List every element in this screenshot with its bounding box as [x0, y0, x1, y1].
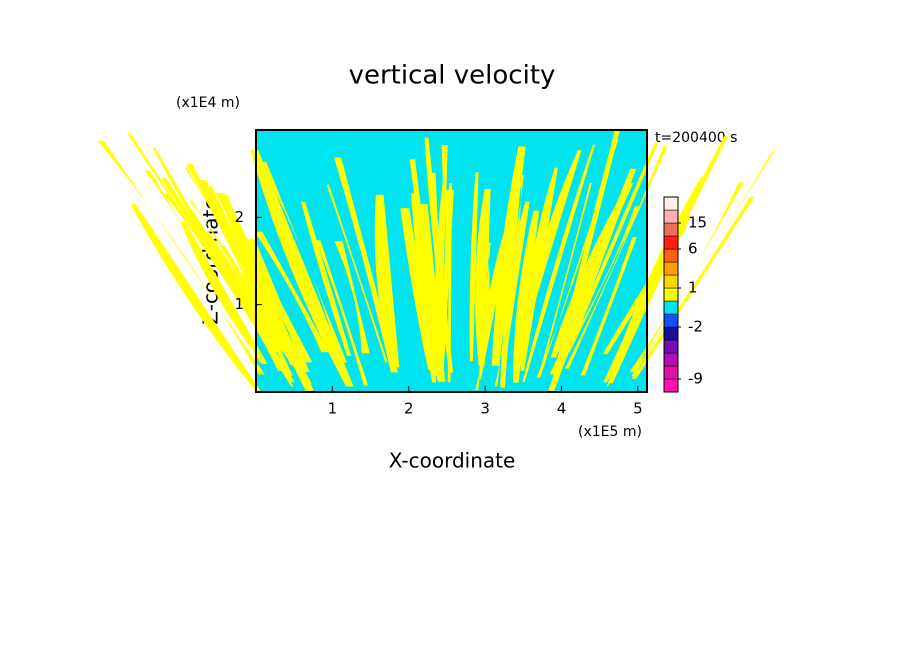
field-stripe	[259, 162, 347, 363]
y-tick-label: 1	[234, 295, 244, 313]
colorbar-band	[663, 248, 679, 263]
colorbar-band	[663, 313, 679, 328]
colorbar-band	[663, 378, 679, 393]
field-stripe	[400, 208, 437, 370]
field-stripe	[629, 182, 744, 373]
field-stripe	[564, 145, 668, 369]
field-stripe	[539, 183, 592, 373]
field-stripe	[563, 206, 641, 353]
x-label: X-coordinate	[389, 449, 516, 473]
field-stripe	[580, 237, 637, 376]
field-stripe	[326, 184, 388, 363]
x-tick-label: 5	[633, 400, 643, 418]
field-stripe	[561, 142, 659, 363]
colorbar-band	[663, 196, 679, 211]
colorbar-band	[663, 300, 679, 315]
colorbar-band	[663, 209, 679, 224]
field-stripe	[301, 201, 352, 356]
field-stripe	[475, 188, 491, 366]
field-stripe	[97, 140, 265, 375]
colorbar-band	[663, 274, 679, 289]
colorbar-band	[663, 365, 679, 380]
field-stripe	[219, 245, 296, 366]
field-stripe	[189, 200, 293, 364]
x-tick-label: 3	[480, 400, 490, 418]
field-stripe	[250, 149, 354, 387]
colorbar-tick-label: -9	[688, 370, 703, 388]
field-stripe	[632, 196, 755, 379]
colorbar-band	[663, 326, 679, 341]
field-stripe	[434, 180, 446, 373]
chart-title: vertical velocity	[349, 61, 556, 91]
colorbar-band	[663, 352, 679, 367]
colorbar-band	[663, 287, 679, 302]
field-stripe	[478, 203, 516, 380]
field-stripe	[180, 221, 268, 364]
field-stripe	[552, 130, 620, 381]
colorbar-band	[663, 222, 679, 237]
y-unit: (x1E4 m)	[176, 95, 240, 111]
field-stripe	[316, 240, 369, 386]
colorbar-tick-label: 1	[688, 279, 698, 297]
field-stripe	[410, 193, 434, 356]
x-unit: (x1E5 m)	[578, 424, 642, 440]
colorbar-tick-label: 6	[688, 240, 698, 258]
field-stripe	[334, 241, 370, 354]
field-stripe	[130, 204, 262, 392]
field-stripe	[520, 167, 558, 371]
field-stripe	[549, 235, 612, 375]
field-stripe	[522, 144, 596, 383]
colorbar-frame	[663, 196, 679, 393]
field-stripe	[631, 152, 774, 377]
field-stripe	[494, 175, 524, 387]
x-tick-label: 1	[328, 400, 338, 418]
x-tick-label: 2	[404, 400, 414, 418]
colorbar-band	[663, 235, 679, 250]
field-stripe	[215, 193, 313, 363]
colorbar-band	[663, 261, 679, 276]
field-stripe	[374, 194, 400, 368]
field-stripe	[502, 201, 530, 355]
y-tick-label: 2	[234, 208, 244, 226]
colorbar-tick-label: 15	[688, 214, 707, 232]
field-stripe	[254, 231, 330, 353]
x-tick-label: 4	[557, 400, 567, 418]
field-stripe	[184, 167, 303, 376]
field-stripe	[469, 172, 479, 362]
field-stripe	[152, 147, 294, 387]
time-label: t=200400 s	[655, 130, 737, 146]
colorbar-band	[663, 339, 679, 354]
plot-frame	[255, 129, 648, 393]
field-stripe	[435, 189, 454, 376]
colorbar-tick-label: -2	[688, 318, 703, 336]
